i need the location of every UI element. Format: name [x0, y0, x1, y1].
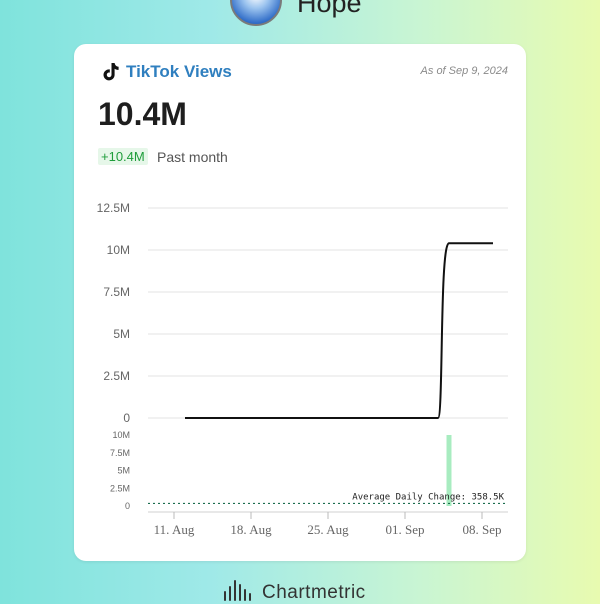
daily-change-y-tick: 7.5M [110, 448, 130, 458]
y-tick-label: 5M [113, 327, 130, 341]
tiktok-views-card: TikTok Views As of Sep 9, 2024 10.4M +10… [74, 44, 526, 561]
total-views-value: 10.4M [98, 96, 187, 132]
average-daily-change-label: Average Daily Change: 358.5K [352, 492, 504, 502]
daily-change-bar [446, 435, 452, 506]
y-tick-label: 2.5M [103, 369, 130, 383]
x-tick-label: 11. Aug [154, 522, 195, 537]
card-title: TikTok Views [126, 62, 232, 81]
y-tick-label: 0 [123, 411, 130, 425]
x-tick-label: 25. Aug [307, 522, 349, 537]
views-line [185, 242, 493, 419]
footer-brand: Chartmetric [262, 582, 366, 603]
artist-avatar [230, 0, 282, 26]
as-of-date: As of Sep 9, 2024 [420, 65, 508, 77]
x-tick-label: 18. Aug [230, 522, 272, 537]
x-tick-label: 08. Sep [463, 522, 502, 537]
artist-name: Hope [297, 0, 362, 18]
views-chart: 12.5M 10M 7.5M 5M 2.5M 0 10M 7.5M 5M 2.5M 0 Average… [97, 201, 508, 537]
footer: Chartmetric [0, 574, 600, 603]
artist-header: Hope [0, 0, 600, 40]
daily-change-y-tick: 10M [112, 430, 130, 440]
daily-change-y-tick: 5M [117, 466, 130, 476]
y-tick-label: 12.5M [97, 201, 130, 215]
change-period-label: Past month [157, 149, 228, 165]
change-badge: +10.4M [98, 148, 148, 165]
x-tick-label: 01. Sep [386, 522, 425, 537]
chartmetric-logo-icon [224, 580, 251, 601]
y-tick-label: 7.5M [103, 285, 130, 299]
daily-change-y-tick: 0 [125, 501, 130, 511]
y-tick-label: 10M [107, 243, 130, 257]
tiktok-icon [103, 63, 119, 81]
daily-change-y-tick: 2.5M [110, 483, 130, 493]
